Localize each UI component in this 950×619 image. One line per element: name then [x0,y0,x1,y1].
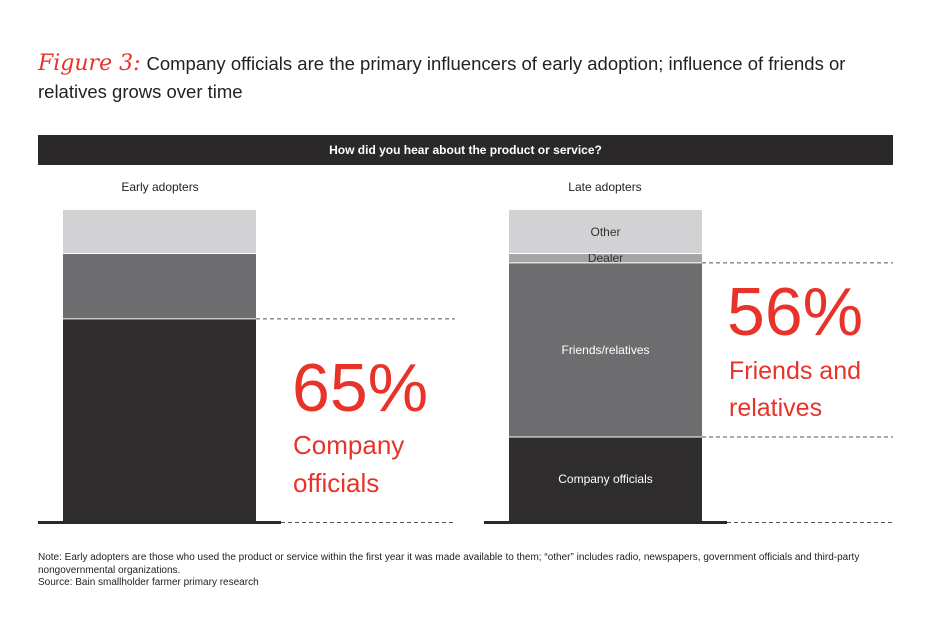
figure-title-text: Company officials are the primary influe… [38,53,846,102]
early-adopters-callout-text-line: officials [293,468,379,498]
figure-label: Figure 3: [38,51,141,76]
late-adopters-segment-other [509,210,702,254]
figure-title: Figure 3: Company officials are the prima… [38,50,918,106]
late-adopters-segment-friends-relatives [509,262,702,438]
late-adopters-segment-dealer [509,253,702,263]
early-adopters-segment-other [63,210,256,254]
late-adopters-segment-label-company-officials: Company officials [558,472,653,486]
note-text: Note: Early adopters are those who used … [38,552,860,576]
late-adopters-segment-company-officials [509,437,702,521]
late-adopters-segment-label-friends-relatives: Friends/relatives [561,343,649,357]
source-text: Source: Bain smallholder farmer primary … [38,577,259,588]
question-header: How did you hear about the product or se… [38,135,893,165]
late-adopters-callout-text-line: relatives [729,394,822,422]
late-adopters-callout-percent: 56% [727,274,863,350]
late-adopters-segment-label-other: Other [590,225,620,239]
notes-block: Note: Early adopters are those who used … [38,552,918,590]
early-adopters-callout-text-line: Company [293,430,404,460]
late-adopters-segment-label-dealer: Dealer [588,251,623,265]
early-adopters-callout-percent: 65% [292,350,428,426]
early-adopters-segment-friends-relatives [63,253,256,319]
late-adopters-callout-text-line: Friends and [729,357,861,385]
early-adopters-category-label: Early adopters [121,180,198,194]
early-adopters-segment-company-officials [63,318,256,521]
late-adopters-category-label: Late adopters [568,180,641,194]
